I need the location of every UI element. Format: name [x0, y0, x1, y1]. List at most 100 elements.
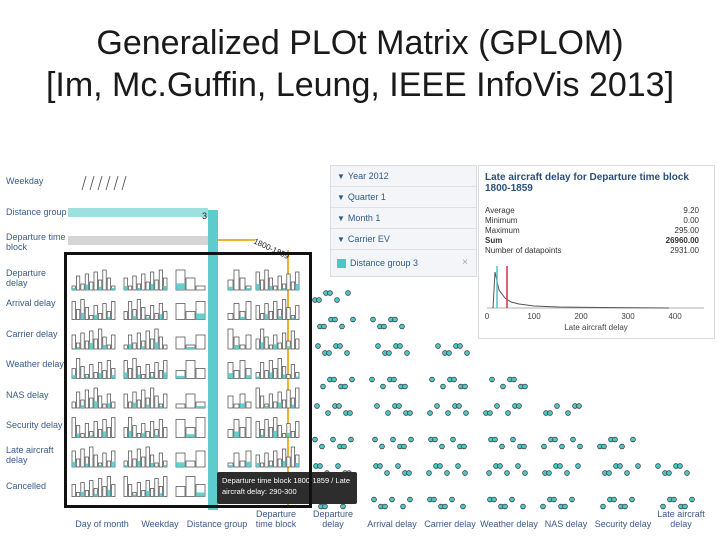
- histogram-bar-highlight: [228, 465, 233, 467]
- histogram-bar-highlight: [128, 344, 132, 349]
- histogram-bar: [150, 338, 155, 350]
- scatter-point: [619, 443, 625, 450]
- close-icon[interactable]: ×: [462, 257, 468, 268]
- histogram-bar-highlight: [176, 462, 185, 467]
- histogram-bar: [163, 393, 168, 409]
- row-label-arrival-delay[interactable]: Arrival delay: [6, 298, 56, 308]
- col-label-departure-delay[interactable]: Departure delay: [312, 509, 354, 529]
- row-label-weather-delay[interactable]: Weather delay: [6, 359, 64, 369]
- stats-panel: Late aircraft delay for Departure time b…: [478, 165, 715, 339]
- scatter-point: [347, 410, 353, 416]
- row-label-late-aircraft-delay[interactable]: Late aircraft delay: [6, 445, 54, 465]
- scatter-point: [380, 383, 386, 390]
- scatter-point: [431, 496, 437, 503]
- scatter-point: [551, 496, 557, 503]
- histogram-bar: [154, 313, 159, 320]
- col-label-security-delay[interactable]: Security delay: [594, 519, 652, 529]
- histogram-bar: [93, 372, 98, 379]
- histogram-bar-highlight: [269, 465, 273, 467]
- col-label-nas-delay[interactable]: NAS delay: [544, 519, 588, 529]
- hover-tooltip: Departure time block 1800-1859 / Late ai…: [217, 472, 357, 504]
- col-label-weekday[interactable]: Weekday: [141, 519, 179, 529]
- col-label-arrival-delay[interactable]: Arrival delay: [367, 519, 417, 529]
- histogram-bar-highlight: [72, 461, 76, 467]
- histogram-bar-highlight: [141, 432, 145, 438]
- scatter-point: [617, 463, 623, 469]
- axis-tick: 400: [668, 312, 682, 321]
- col-label-distance-group[interactable]: Distance group: [186, 519, 248, 529]
- histogram-bar: [273, 301, 278, 320]
- scatter-point: [397, 343, 403, 349]
- filter-chip-month[interactable]: ▼ Month 1: [331, 208, 476, 229]
- scatter-point: [371, 496, 377, 503]
- col-label-departure-time-block[interactable]: Departure time block: [255, 509, 297, 529]
- scatter-point: [337, 343, 343, 349]
- row-label-distance-group[interactable]: Distance group: [6, 207, 67, 217]
- row-label-cancelled[interactable]: Cancelled: [6, 481, 47, 491]
- scatter-point: [491, 496, 497, 503]
- filter-chip-quarter[interactable]: ▼ Quarter 1: [331, 187, 476, 208]
- histogram-bar: [273, 285, 278, 291]
- histogram-bar-highlight: [111, 461, 115, 467]
- scatter-point: [689, 496, 695, 503]
- scatter-point: [391, 376, 397, 383]
- row-label-departure-time-block[interactable]: Departure time block: [6, 232, 66, 252]
- col-label-day-of-month[interactable]: Day of month: [75, 519, 129, 529]
- histogram-bar-highlight: [269, 286, 273, 290]
- histogram-bar: [106, 344, 111, 350]
- histogram-bar-highlight: [264, 314, 269, 320]
- scatter-point: [660, 503, 666, 510]
- scatter-point: [334, 297, 340, 303]
- histogram-bar: [123, 311, 128, 320]
- histogram-bar: [106, 277, 111, 291]
- histogram-bar-highlight: [246, 461, 251, 467]
- row-label-departure-delay[interactable]: Departure delay: [6, 268, 47, 288]
- histogram-bar: [150, 421, 155, 438]
- histogram-bar: [102, 486, 107, 497]
- histogram-bar: [233, 403, 240, 409]
- col-label-late-aircraft-delay[interactable]: Late aircraft delay: [657, 509, 705, 529]
- row-label-security-delay[interactable]: Security delay: [6, 420, 63, 430]
- histogram-bar-highlight: [94, 401, 98, 408]
- histogram-bar: [80, 332, 85, 350]
- col-label-carrier-delay[interactable]: Carrier delay: [424, 519, 476, 529]
- row-label-carrier-delay[interactable]: Carrier delay: [6, 329, 58, 339]
- histogram-bar: [295, 338, 300, 350]
- histogram-bar: [195, 450, 206, 468]
- scatter-point: [462, 383, 468, 390]
- filter-chip-year[interactable]: ▼ Year 2012: [331, 166, 476, 187]
- col-label-weather-delay[interactable]: Weather delay: [480, 519, 538, 529]
- histogram-bar-highlight: [256, 376, 260, 379]
- histogram-bar: [268, 344, 273, 350]
- scatter-point: [399, 323, 405, 330]
- histogram-bar: [286, 307, 291, 320]
- histogram-bar-highlight: [196, 313, 205, 320]
- scatter-point: [374, 403, 380, 409]
- histogram-bar-highlight: [240, 403, 245, 408]
- scatter-point: [342, 383, 348, 390]
- histogram-bar-highlight: [76, 433, 80, 438]
- filter-chip-carrier[interactable]: ▼ Carrier EV: [331, 229, 476, 250]
- histogram-bar: [111, 417, 116, 438]
- histogram-bar: [145, 330, 150, 350]
- histogram-bar: [71, 484, 76, 497]
- histogram-bar-highlight: [159, 493, 163, 497]
- selection-chip-distance-group[interactable]: Distance group 3 ×: [331, 250, 476, 276]
- scatter-point: [522, 470, 528, 476]
- histogram-bar: [185, 311, 196, 320]
- histogram-bar: [286, 456, 291, 468]
- histogram-bar: [273, 401, 278, 409]
- scatter-point: [395, 463, 401, 469]
- row-label-nas-delay[interactable]: NAS delay: [6, 390, 49, 400]
- scatter-point: [520, 503, 526, 510]
- scatter-point: [340, 503, 346, 510]
- histogram-bar: [245, 334, 252, 350]
- histogram-bar-highlight: [234, 431, 239, 438]
- histogram-bar-highlight: [150, 463, 154, 467]
- row-label-weekday[interactable]: Weekday: [6, 176, 44, 186]
- histogram-bar-highlight: [80, 491, 85, 497]
- scatter-point: [677, 463, 683, 469]
- histogram-bar: [132, 275, 137, 291]
- histogram-bar: [277, 275, 282, 291]
